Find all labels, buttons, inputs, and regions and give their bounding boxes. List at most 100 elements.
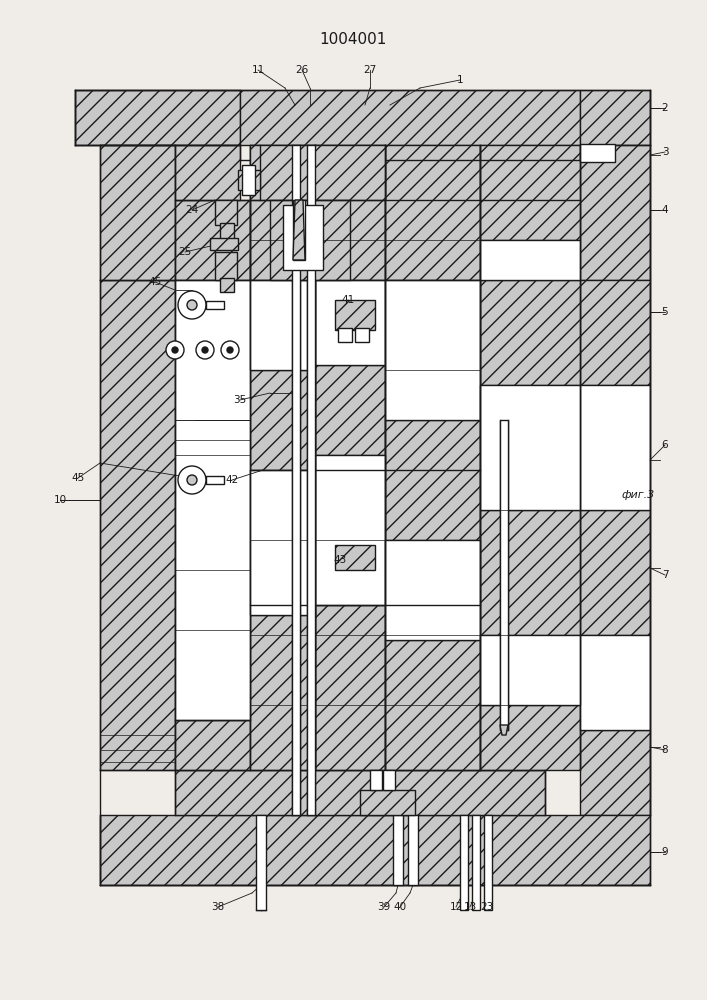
Text: 45: 45 <box>148 277 162 287</box>
Bar <box>480 385 580 510</box>
Bar <box>480 240 580 280</box>
Bar <box>206 301 224 309</box>
Bar <box>500 420 508 730</box>
Text: 43: 43 <box>334 555 346 565</box>
Circle shape <box>172 347 178 353</box>
Bar <box>250 145 315 280</box>
Bar <box>175 720 250 770</box>
Bar <box>360 790 415 815</box>
Text: 26: 26 <box>296 65 309 75</box>
Bar <box>480 145 580 240</box>
Bar <box>240 90 580 145</box>
Bar <box>315 145 385 280</box>
Bar <box>315 605 385 770</box>
Bar <box>480 635 580 705</box>
Bar <box>206 476 224 484</box>
Bar <box>355 328 369 342</box>
Text: 41: 41 <box>341 295 355 305</box>
Bar <box>383 770 395 790</box>
Bar <box>250 615 315 770</box>
Bar <box>250 370 315 470</box>
Circle shape <box>187 300 197 310</box>
Text: 11: 11 <box>252 65 264 75</box>
Text: 1: 1 <box>457 75 463 85</box>
Text: 9: 9 <box>662 847 668 857</box>
Polygon shape <box>293 200 305 260</box>
Text: 4: 4 <box>662 205 668 215</box>
Circle shape <box>202 347 208 353</box>
Text: 10: 10 <box>54 495 66 505</box>
Bar <box>338 328 352 342</box>
Bar <box>238 170 260 190</box>
Circle shape <box>178 291 206 319</box>
Circle shape <box>187 475 197 485</box>
Circle shape <box>196 341 214 359</box>
Text: 27: 27 <box>363 65 377 75</box>
Text: 8: 8 <box>662 745 668 755</box>
Bar <box>580 385 650 510</box>
Text: 42: 42 <box>226 475 239 485</box>
Bar <box>315 455 385 605</box>
Text: 40: 40 <box>393 902 407 912</box>
Bar <box>580 635 650 730</box>
Bar <box>75 90 240 145</box>
Text: 23: 23 <box>480 902 493 912</box>
Text: 2: 2 <box>662 103 668 113</box>
Text: 13: 13 <box>463 902 477 912</box>
Bar <box>580 510 650 635</box>
Bar <box>472 815 480 910</box>
Bar <box>408 815 418 885</box>
Bar <box>580 280 650 385</box>
Text: 45: 45 <box>71 473 85 483</box>
Bar <box>385 145 480 280</box>
Bar <box>335 545 375 570</box>
Bar <box>250 280 315 370</box>
Circle shape <box>178 466 206 494</box>
Bar <box>580 144 615 162</box>
Circle shape <box>166 341 184 359</box>
Text: 12: 12 <box>450 902 462 912</box>
Text: 24: 24 <box>185 205 199 215</box>
Circle shape <box>227 347 233 353</box>
Bar <box>480 280 580 385</box>
Bar <box>100 280 175 770</box>
Bar <box>100 815 650 885</box>
Bar <box>385 540 480 640</box>
Text: фиг.3: фиг.3 <box>621 490 655 500</box>
Polygon shape <box>500 725 508 735</box>
Bar <box>335 300 375 330</box>
Text: 35: 35 <box>233 395 247 405</box>
Text: 7: 7 <box>662 570 668 580</box>
Bar <box>175 145 240 200</box>
Text: 6: 6 <box>662 440 668 450</box>
Bar <box>393 815 403 885</box>
Bar <box>175 280 250 720</box>
Bar <box>307 145 315 815</box>
Bar <box>480 510 580 635</box>
Bar <box>256 815 266 910</box>
Circle shape <box>221 341 239 359</box>
Bar <box>250 145 385 200</box>
Text: 3: 3 <box>662 147 668 157</box>
Bar <box>385 420 480 540</box>
Text: 25: 25 <box>178 247 192 257</box>
Bar <box>460 815 468 910</box>
Bar <box>293 200 305 260</box>
Bar <box>220 278 234 292</box>
Bar <box>210 238 238 250</box>
Bar <box>175 200 250 280</box>
Bar <box>215 200 237 225</box>
Bar <box>100 145 175 280</box>
Bar <box>315 365 385 455</box>
Bar <box>220 223 234 240</box>
Bar <box>315 280 385 365</box>
Bar <box>580 730 650 815</box>
Bar <box>270 200 350 280</box>
Text: 5: 5 <box>662 307 668 317</box>
Bar <box>215 252 237 280</box>
Bar <box>175 770 545 815</box>
Text: 39: 39 <box>378 902 391 912</box>
Bar <box>580 145 650 280</box>
Bar <box>484 815 492 910</box>
Bar <box>385 640 480 770</box>
